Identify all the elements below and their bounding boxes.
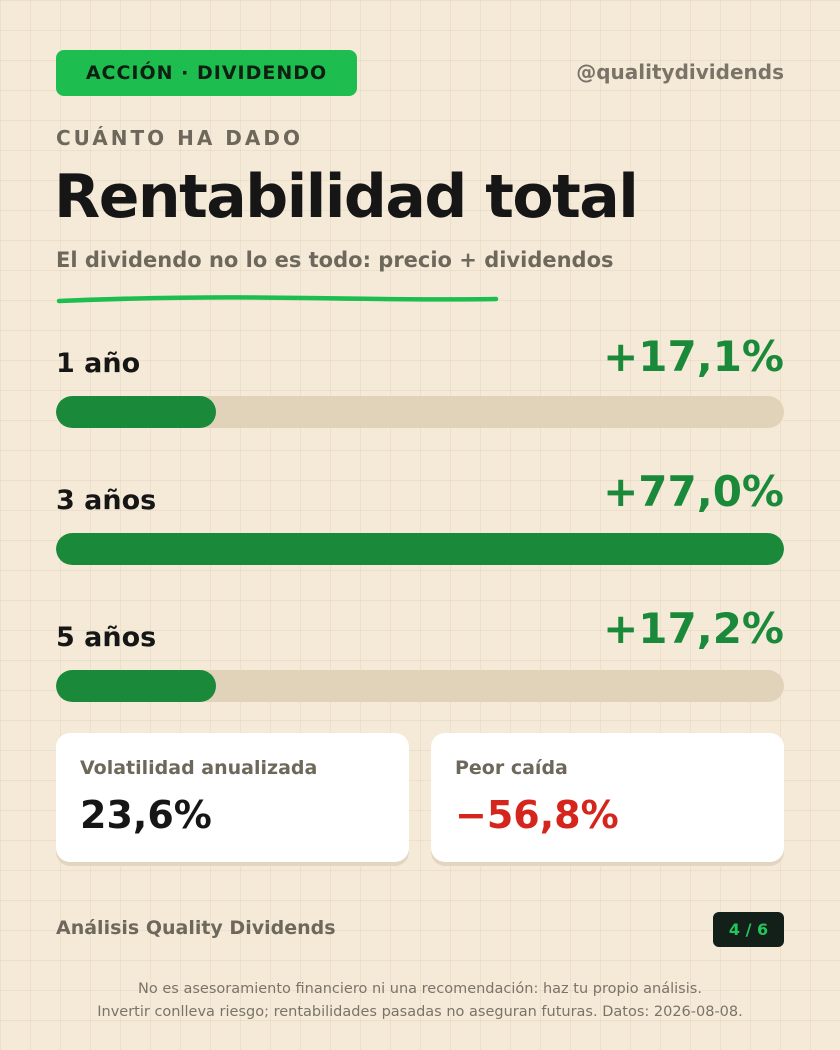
volatility-label: Volatilidad anualizada	[80, 757, 318, 779]
return-label-3y: 3 años	[56, 485, 157, 516]
author-handle: @qualitydividends	[576, 60, 784, 84]
page-subtitle: El dividendo no lo es todo: precio + div…	[56, 248, 614, 272]
drawdown-card: Peor caída −56,8%	[431, 733, 784, 862]
disclaimer-line-1: No es asesoramiento financiero ni una re…	[138, 981, 702, 997]
return-bar-fill-3y	[56, 533, 784, 565]
disclaimer-line-2: Invertir conlleva riesgo; rentabilidades…	[97, 1004, 743, 1020]
drawdown-value: −56,8%	[455, 793, 619, 837]
return-bar-track-3y	[56, 533, 784, 565]
return-value-3y: +77,0%	[603, 467, 784, 516]
footer-source: Análisis Quality Dividends	[56, 917, 336, 939]
page-indicator: 4 / 6	[713, 912, 784, 947]
kicker-text: CUÁNTO HA DADO	[56, 126, 303, 150]
decorative-underline	[56, 295, 499, 304]
return-label-1y: 1 año	[56, 348, 141, 379]
return-label-5y: 5 años	[56, 622, 157, 653]
return-bar-track-5y	[56, 670, 784, 702]
return-bar-fill-5y	[56, 670, 217, 702]
volatility-card: Volatilidad anualizada 23,6%	[56, 733, 409, 862]
volatility-value: 23,6%	[80, 793, 212, 837]
return-bar-track-1y	[56, 396, 784, 428]
category-badge: ACCIÓN · DIVIDENDO	[56, 50, 357, 96]
return-value-1y: +17,1%	[603, 332, 784, 381]
page-title: Rentabilidad total	[54, 162, 639, 232]
drawdown-label: Peor caída	[455, 757, 568, 779]
return-value-5y: +17,2%	[603, 604, 784, 653]
return-bar-fill-1y	[56, 396, 217, 428]
